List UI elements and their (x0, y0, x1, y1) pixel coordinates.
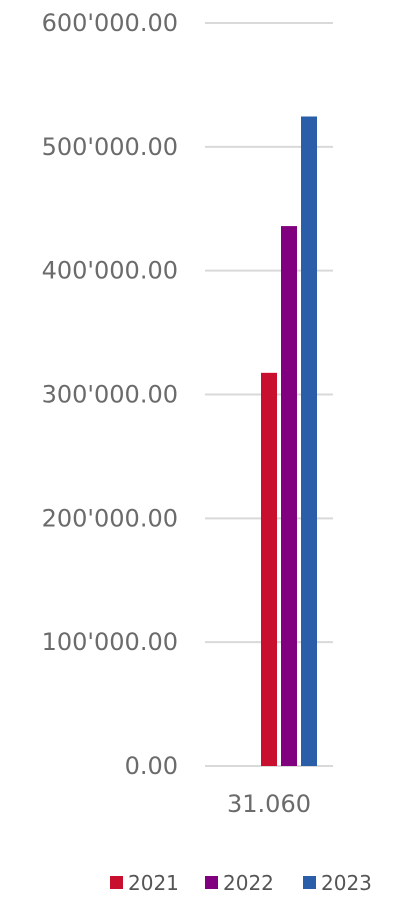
legend-swatch-2021 (110, 876, 123, 889)
legend-label-2023: 2023 (321, 871, 372, 895)
bar-2023 (301, 116, 317, 767)
y-tick-label: 500'000.00 (42, 133, 178, 161)
x-category-label: 31.060 (227, 790, 311, 818)
y-tick-label: 200'000.00 (42, 504, 178, 532)
bar-2022 (281, 226, 297, 766)
bar-2021 (261, 372, 277, 766)
x-axis-labels: 31.060 (227, 790, 311, 818)
y-tick-label: 300'000.00 (42, 381, 178, 409)
y-axis-tick-labels: 0.00 100'000.00 200'000.00 300'000.00 400'00… (42, 9, 178, 780)
y-tick-label: 100'000.00 (42, 628, 178, 656)
legend-swatch-2023 (303, 876, 316, 889)
bars (261, 116, 317, 767)
legend-label-2022: 2022 (223, 871, 274, 895)
y-tick-label: 600'000.00 (42, 9, 178, 37)
legend-label-2021: 2021 (128, 871, 179, 895)
y-tick-label: 0.00 (125, 752, 178, 780)
y-tick-label: 400'000.00 (42, 257, 178, 285)
legend: 2021 2022 2023 (110, 871, 372, 895)
legend-swatch-2022 (205, 876, 218, 889)
